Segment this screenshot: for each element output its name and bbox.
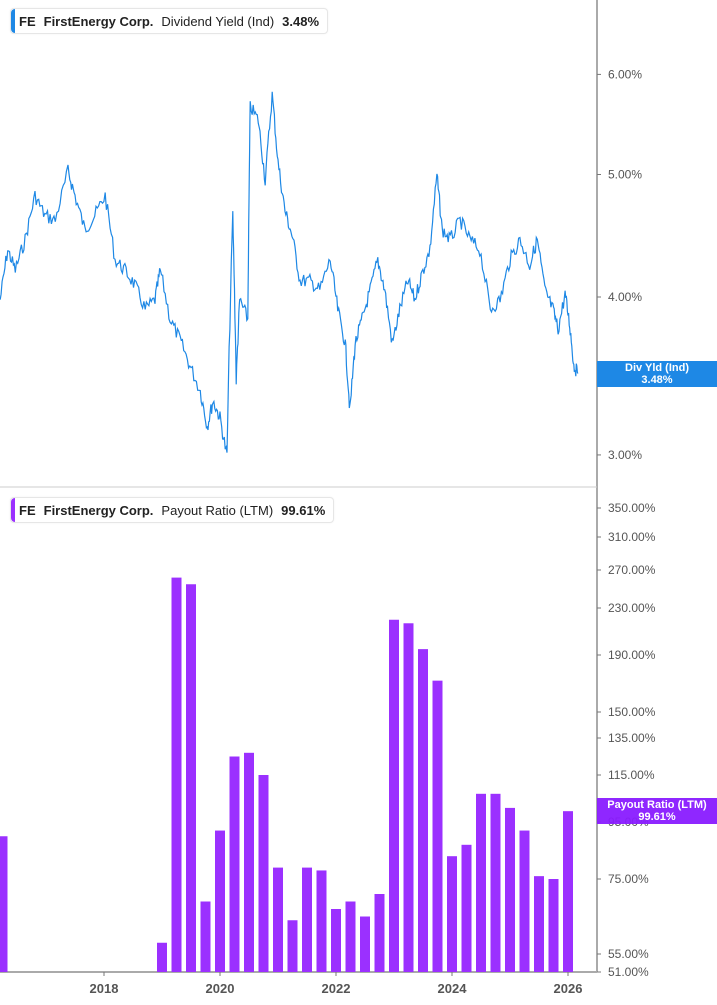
payout-tag-value: 99.61% [638, 811, 676, 823]
payout-bar [0, 836, 8, 972]
payout-bar [229, 756, 240, 972]
payout-bar [157, 942, 167, 972]
yield-current-tag: Div Yld (Ind) 3.48% [597, 361, 717, 387]
payout-legend-color [11, 498, 15, 522]
legend-company: FirstEnergy Corp. [43, 13, 154, 29]
yield-legend-color [11, 9, 15, 33]
payout-bar [534, 876, 544, 972]
payout-bar [287, 920, 298, 972]
x-tick-label: 2024 [438, 981, 468, 996]
payout-y-tick-label: 230.00% [608, 601, 656, 615]
payout-bar [186, 584, 196, 972]
payout-y-tick-label: 75.00% [608, 872, 649, 886]
payout-bar [389, 619, 399, 972]
legend-ticker: FE [19, 13, 36, 29]
yield-y-tick-label: 4.00% [608, 290, 642, 304]
payout-y-tick-label: 135.00% [608, 731, 656, 745]
legend-company: FirstEnergy Corp. [43, 502, 154, 518]
payout-bar [519, 830, 530, 972]
legend-ticker: FE [19, 502, 36, 518]
payout-bar [345, 901, 356, 972]
yield-y-tick-label: 6.00% [608, 67, 642, 81]
payout-tag-label: Payout Ratio (LTM) [607, 799, 707, 811]
legend-metric: Dividend Yield (Ind) [161, 13, 275, 29]
legend-value: 99.61% [281, 502, 326, 518]
x-tick-label: 2026 [554, 981, 583, 996]
x-tick-label: 2020 [206, 981, 235, 996]
yield-tag-label: Div Yld (Ind) [625, 362, 689, 374]
yield-y-tick-label: 3.00% [608, 448, 642, 462]
yield-y-tick-label: 5.00% [608, 167, 642, 181]
payout-y-tick-label: 55.00% [608, 947, 649, 961]
dividend-yield-line [0, 91, 579, 453]
x-tick-label: 2018 [90, 981, 119, 996]
payout-y-tick-label: 350.00% [608, 501, 656, 515]
yield-tag-value: 3.48% [641, 374, 673, 386]
payout-bar [215, 830, 225, 972]
payout-bar [548, 879, 559, 972]
payout-legend[interactable]: FE FirstEnergy Corp. Payout Ratio (LTM) … [10, 497, 335, 523]
payout-bar [360, 916, 370, 972]
payout-bar [563, 811, 573, 972]
payout-y-tick-label: 115.00% [608, 768, 655, 782]
payout-bar [171, 577, 182, 972]
payout-y-tick-label: 51.00% [608, 965, 649, 979]
payout-bar [505, 807, 515, 972]
payout-bar [447, 856, 457, 972]
payout-bar [200, 901, 211, 972]
payout-bar [316, 870, 327, 972]
payout-y-tick-label: 150.00% [608, 705, 656, 719]
payout-y-tick-label: 190.00% [608, 648, 656, 662]
payout-bar [476, 793, 486, 972]
payout-current-tag: Payout Ratio (LTM) 99.61% [597, 798, 717, 824]
payout-bar [461, 844, 472, 972]
payout-bar [403, 623, 414, 972]
payout-bar [331, 909, 341, 972]
payout-bar [244, 752, 254, 972]
yield-legend[interactable]: FE FirstEnergy Corp. Dividend Yield (Ind… [10, 8, 329, 34]
legend-metric: Payout Ratio (LTM) [161, 502, 274, 518]
x-tick-label: 2022 [322, 981, 351, 996]
payout-bar [432, 680, 443, 972]
legend-value: 3.48% [282, 13, 320, 29]
payout-bar [418, 649, 428, 972]
payout-y-tick-label: 270.00% [608, 563, 656, 577]
payout-bar [302, 867, 312, 972]
payout-bar [490, 793, 501, 972]
payout-bar [258, 775, 269, 972]
payout-bar [273, 867, 283, 972]
payout-bar [374, 894, 385, 972]
payout-y-tick-label: 310.00% [608, 530, 656, 544]
